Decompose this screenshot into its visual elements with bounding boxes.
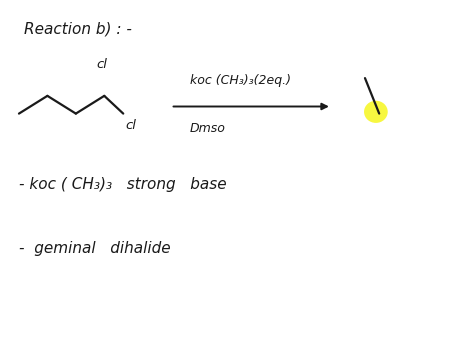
Text: koc (CH₃)₃(2eq.): koc (CH₃)₃(2eq.) — [190, 74, 291, 87]
Text: - koc ( CH₃)₃   strong   base: - koc ( CH₃)₃ strong base — [19, 177, 227, 192]
Ellipse shape — [364, 101, 388, 123]
Text: cl: cl — [97, 58, 107, 71]
Text: Reaction b) : -: Reaction b) : - — [24, 21, 132, 36]
Text: cl: cl — [126, 119, 137, 132]
Text: -  geminal   dihalide: - geminal dihalide — [19, 241, 171, 256]
Text: Dmso: Dmso — [190, 122, 226, 136]
